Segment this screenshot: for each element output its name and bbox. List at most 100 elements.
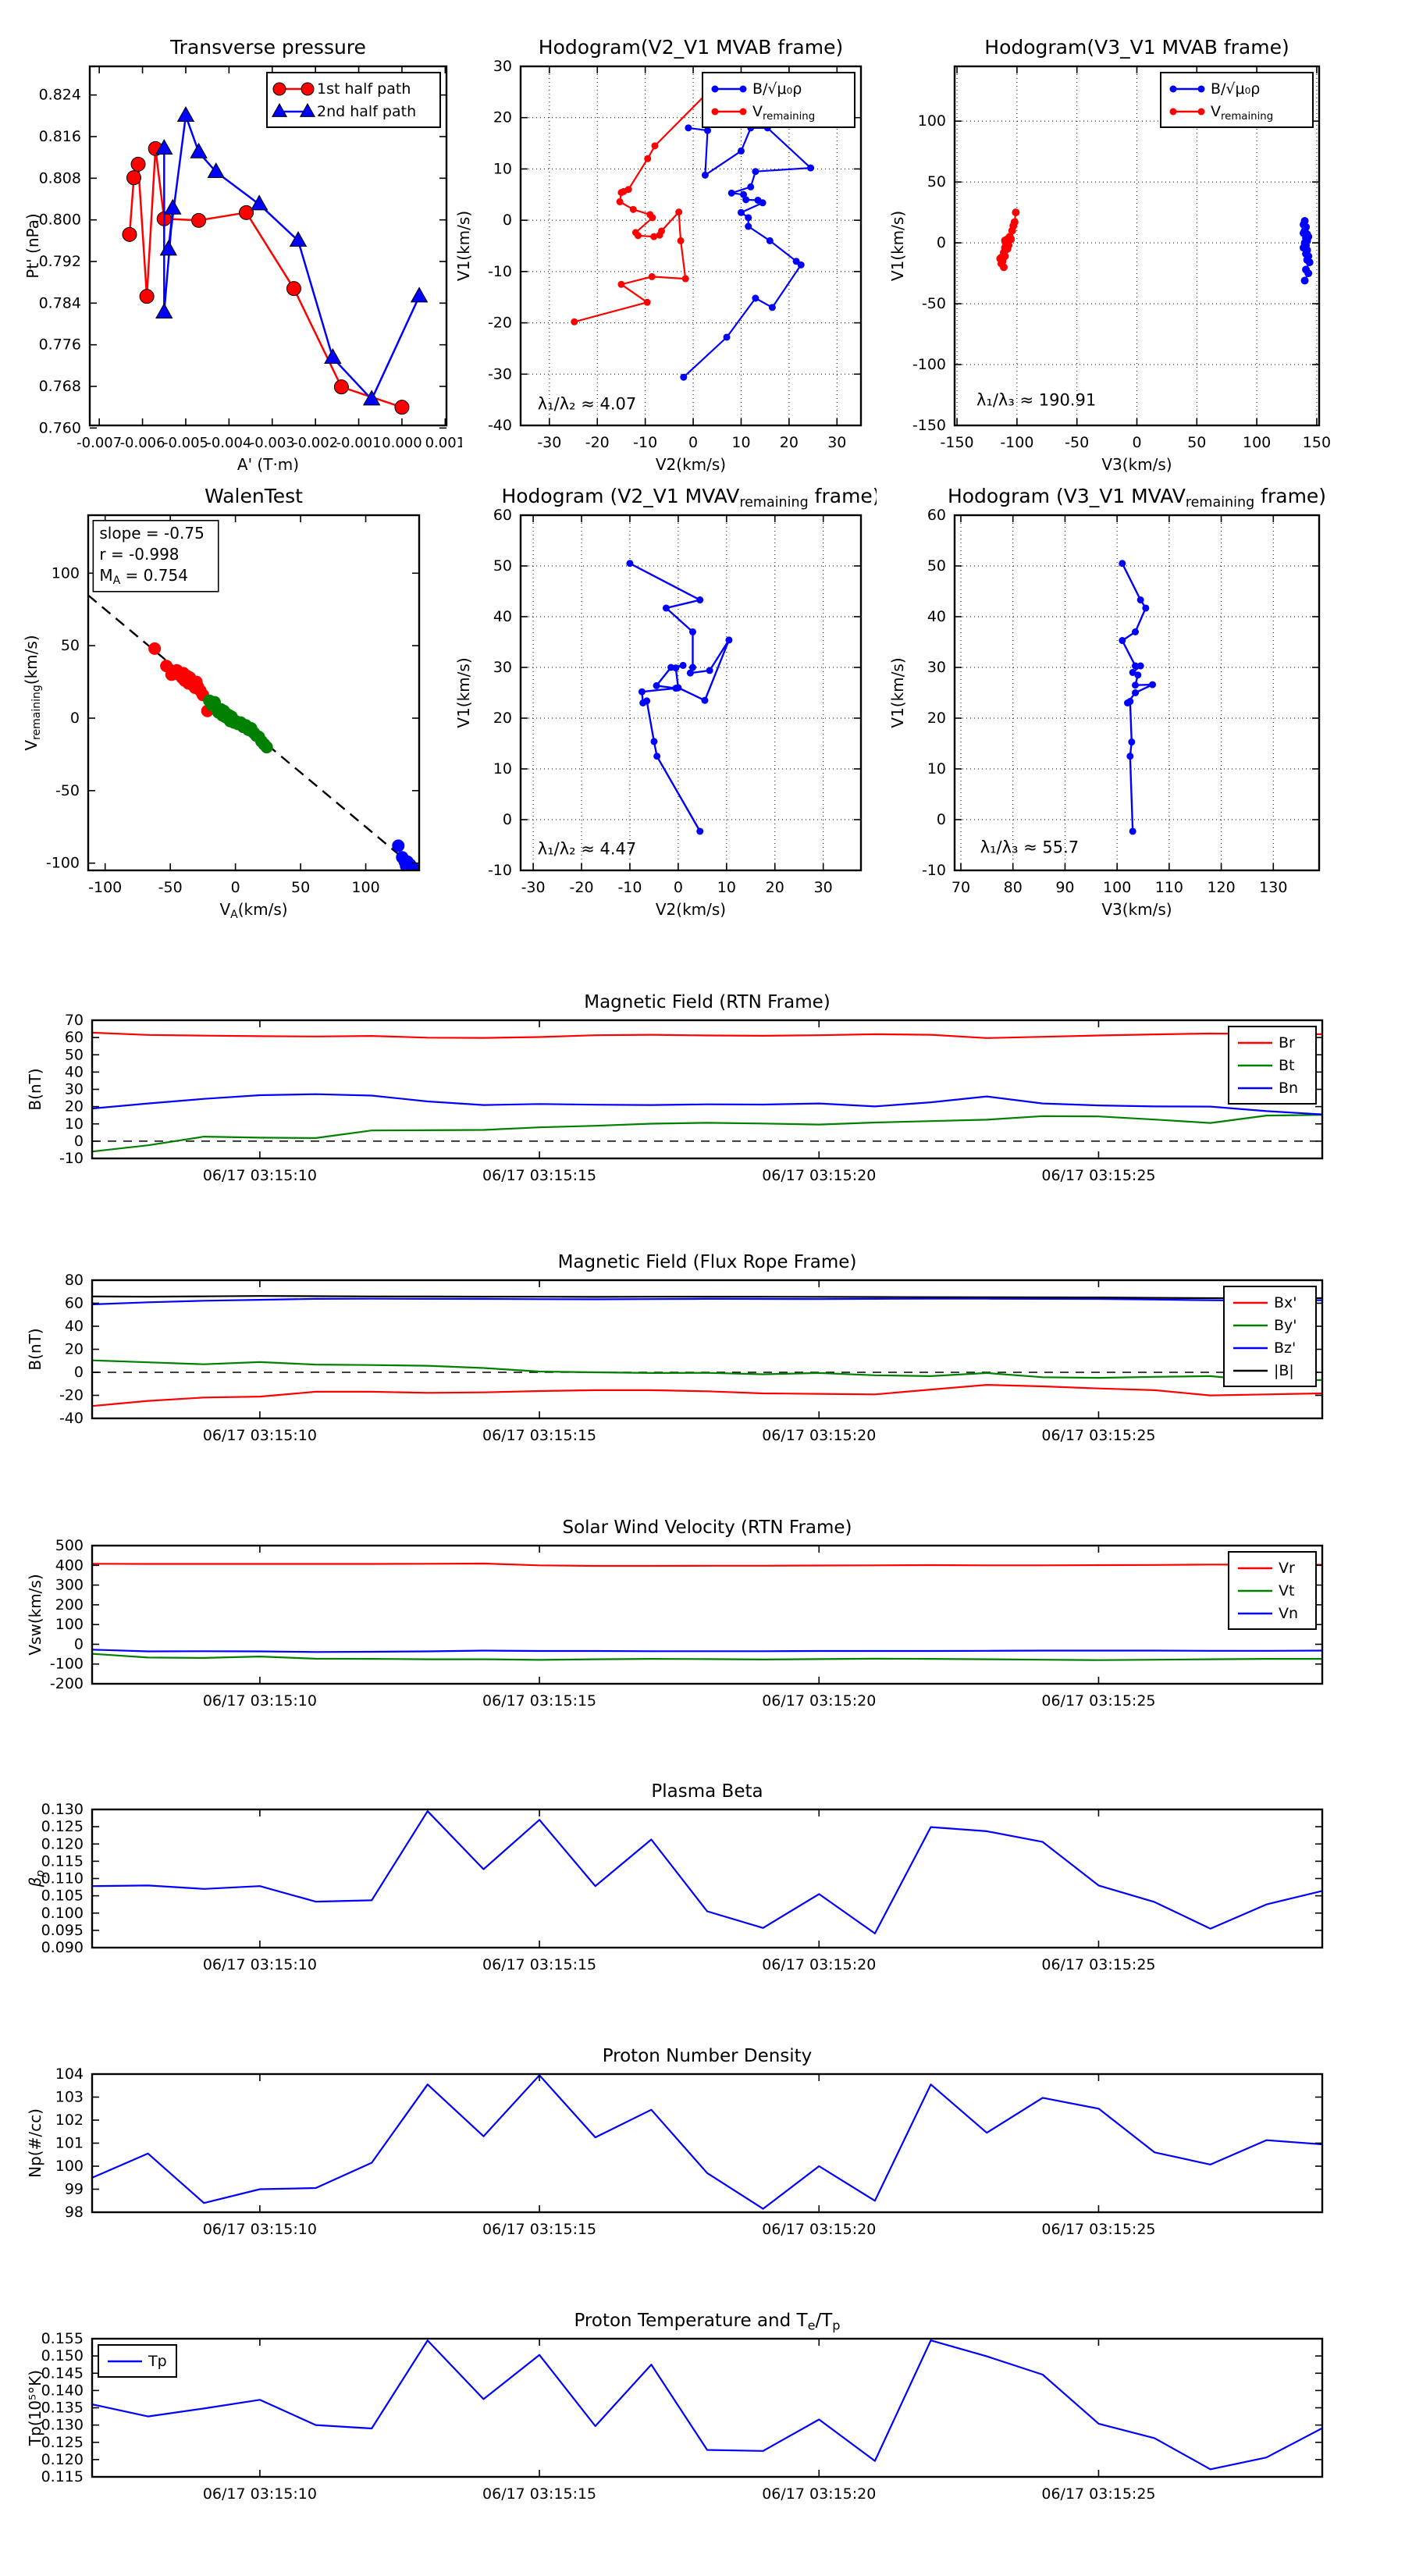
x-tick-label: 06/17 03:15:10: [203, 1692, 317, 1710]
y-tick-label: 20: [927, 710, 946, 727]
dot-marker: [737, 147, 745, 155]
triangle-marker: [299, 102, 316, 117]
x-tick-label: -100: [88, 879, 122, 896]
dot-marker: [688, 664, 696, 671]
circle-marker: [239, 205, 254, 220]
chart-magnetic-field-rtn: 06/17 03:15:10 06/17 03:15:15 06/17 03:15:…: [18, 987, 1333, 1205]
hodogram-v2v1-mvab-annotation: λ₁/λ₂ ≈ 4.07: [538, 394, 636, 413]
walen-test-xlabel: VA(km/s): [219, 900, 287, 921]
y-tick-label: 100: [55, 2158, 84, 2175]
chart-hodogram-v2v1-mvab: -30 -20 -10 0 10 20 30 -40 -30 -20 -10 0 10 20 30 Hodog…: [446, 26, 877, 480]
dot-marker: [634, 232, 642, 240]
dot-marker: [1304, 269, 1313, 278]
y-tick-label: 0: [503, 811, 512, 828]
x-tick-label: 06/17 03:15:15: [482, 1167, 596, 1184]
x-tick-label: 80: [1004, 879, 1023, 896]
dot-marker: [768, 304, 776, 311]
y-tick-label: 30: [493, 58, 512, 75]
dot-marker: [1136, 596, 1144, 604]
dot-marker: [688, 628, 696, 635]
circle-marker: [260, 741, 273, 754]
x-tick-label: 30: [814, 879, 833, 896]
x-tick-label: 50: [291, 879, 310, 896]
legend-label: |B|: [1274, 1362, 1294, 1379]
circle-marker: [394, 400, 410, 415]
legend-label: Br: [1279, 1034, 1295, 1051]
legend-label: Vr: [1279, 1560, 1295, 1577]
dot-marker: [681, 275, 689, 283]
y-tick-label: 0: [74, 1635, 84, 1653]
dot-marker: [752, 168, 759, 176]
series-B-alfven: [683, 126, 812, 379]
hodogram-v3v1-mvab-annotation: λ₁/λ₃ ≈ 190.91: [976, 391, 1096, 410]
y-tick-label: 200: [55, 1596, 84, 1614]
dot-marker: [737, 208, 745, 216]
dot-marker: [617, 189, 625, 197]
x-tick-label: 06/17 03:15:25: [1041, 1427, 1155, 1444]
dot-marker: [1136, 662, 1144, 670]
hodogram-v2v1-mvav-annotation: λ₁/λ₂ ≈ 4.47: [538, 840, 636, 859]
series-2nd-half-path: [163, 115, 421, 400]
y-tick-label: 0.105: [41, 1888, 84, 1905]
chart-hodogram-v2v1-mvav: -30 -20 -10 0 10 20 30 -10 0 10 20 30 40 50 60 Hodogram…: [446, 475, 880, 925]
transverse-pressure-svg: -0.007-0.006-0.005-0.004-0.003-0.002-0.0…: [23, 36, 465, 474]
x-tick-label: -20: [570, 879, 594, 896]
x-tick-label: -0.005: [163, 435, 208, 451]
y-tick-label: 10: [493, 760, 512, 777]
axes-frame: [87, 514, 421, 872]
dot-marker: [1142, 604, 1150, 612]
series-Tp: [92, 2339, 1322, 2471]
x-tick-label: -50: [158, 879, 183, 896]
dot-marker: [706, 667, 713, 674]
dot-marker: [1305, 258, 1314, 267]
dot-marker: [727, 189, 735, 197]
y-tick-label: -40: [488, 417, 512, 434]
dot-marker: [672, 685, 680, 692]
series-cluster-red-markers: [148, 642, 214, 717]
circle-marker: [272, 82, 286, 96]
dot-marker: [747, 183, 755, 190]
y-tick-label: 20: [493, 710, 512, 727]
annotation-line: MA = 0.754: [99, 566, 188, 587]
dot-marker: [1197, 108, 1205, 116]
chart-hodogram-v3v1-mvab: -150 -100 -50 0 50 100 150 -150 -100 -50 0 50 100 Hod…: [880, 26, 1335, 480]
y-tick-label: 0: [74, 1133, 84, 1150]
x-tick-label: -10: [633, 434, 657, 451]
circle-marker: [139, 289, 155, 304]
y-tick-label: 300: [55, 1577, 84, 1594]
hodogram-v3v1-mvab-svg: -150 -100 -50 0 50 100 150 -150 -100 -50 0 50 100 Hod…: [888, 36, 1331, 474]
circle-marker: [286, 281, 301, 297]
x-tick-label: -150: [941, 434, 974, 451]
y-tick-label: 104: [55, 2065, 84, 2083]
dot-marker: [725, 636, 733, 644]
x-tick-label: -0.006: [120, 435, 165, 451]
hodogram-v2v1-mvab-xlabel: V2(km/s): [656, 455, 726, 474]
x-tick-label: -100: [1000, 434, 1033, 451]
dot-marker: [711, 108, 719, 116]
y-tick-label: 400: [55, 1557, 84, 1574]
series-V-remaining-markers: [996, 208, 1020, 272]
dot-marker: [696, 827, 704, 835]
circle-marker: [301, 82, 315, 96]
proton-number-density-title: Proton Number Density: [603, 2046, 813, 2066]
triangle-marker: [155, 303, 173, 319]
dot-marker: [677, 237, 685, 244]
axes-frame: [519, 65, 863, 427]
y-tick-label: 20: [65, 1098, 84, 1115]
dot-marker: [644, 155, 652, 162]
x-tick-label: 130: [1259, 879, 1287, 896]
circle-marker: [411, 874, 423, 887]
hodogram-v2v1-mvab-svg: -30 -20 -10 0 10 20 30 -40 -30 -20 -10 0 10 20 30 Hodog…: [454, 36, 863, 474]
y-tick-label: -20: [59, 1387, 84, 1404]
chart-proton-temperature: 06/17 03:15:10 06/17 03:15:15 06/17 03:15:…: [18, 2306, 1333, 2524]
dot-marker: [1169, 108, 1177, 116]
walen-test-annotation-box: slope = -0.75 r = -0.998 MA = 0.754: [92, 520, 219, 592]
y-tick-label: 40: [65, 1063, 84, 1080]
dot-marker: [626, 560, 634, 568]
x-tick-label: 100: [1243, 434, 1271, 451]
y-tick-label: 0.155: [41, 2330, 84, 2347]
x-tick-label: -10: [617, 879, 642, 896]
dot-marker: [723, 333, 731, 341]
x-tick-label: -0.004: [206, 435, 251, 451]
y-tick-label: 0.145: [41, 2364, 84, 2382]
